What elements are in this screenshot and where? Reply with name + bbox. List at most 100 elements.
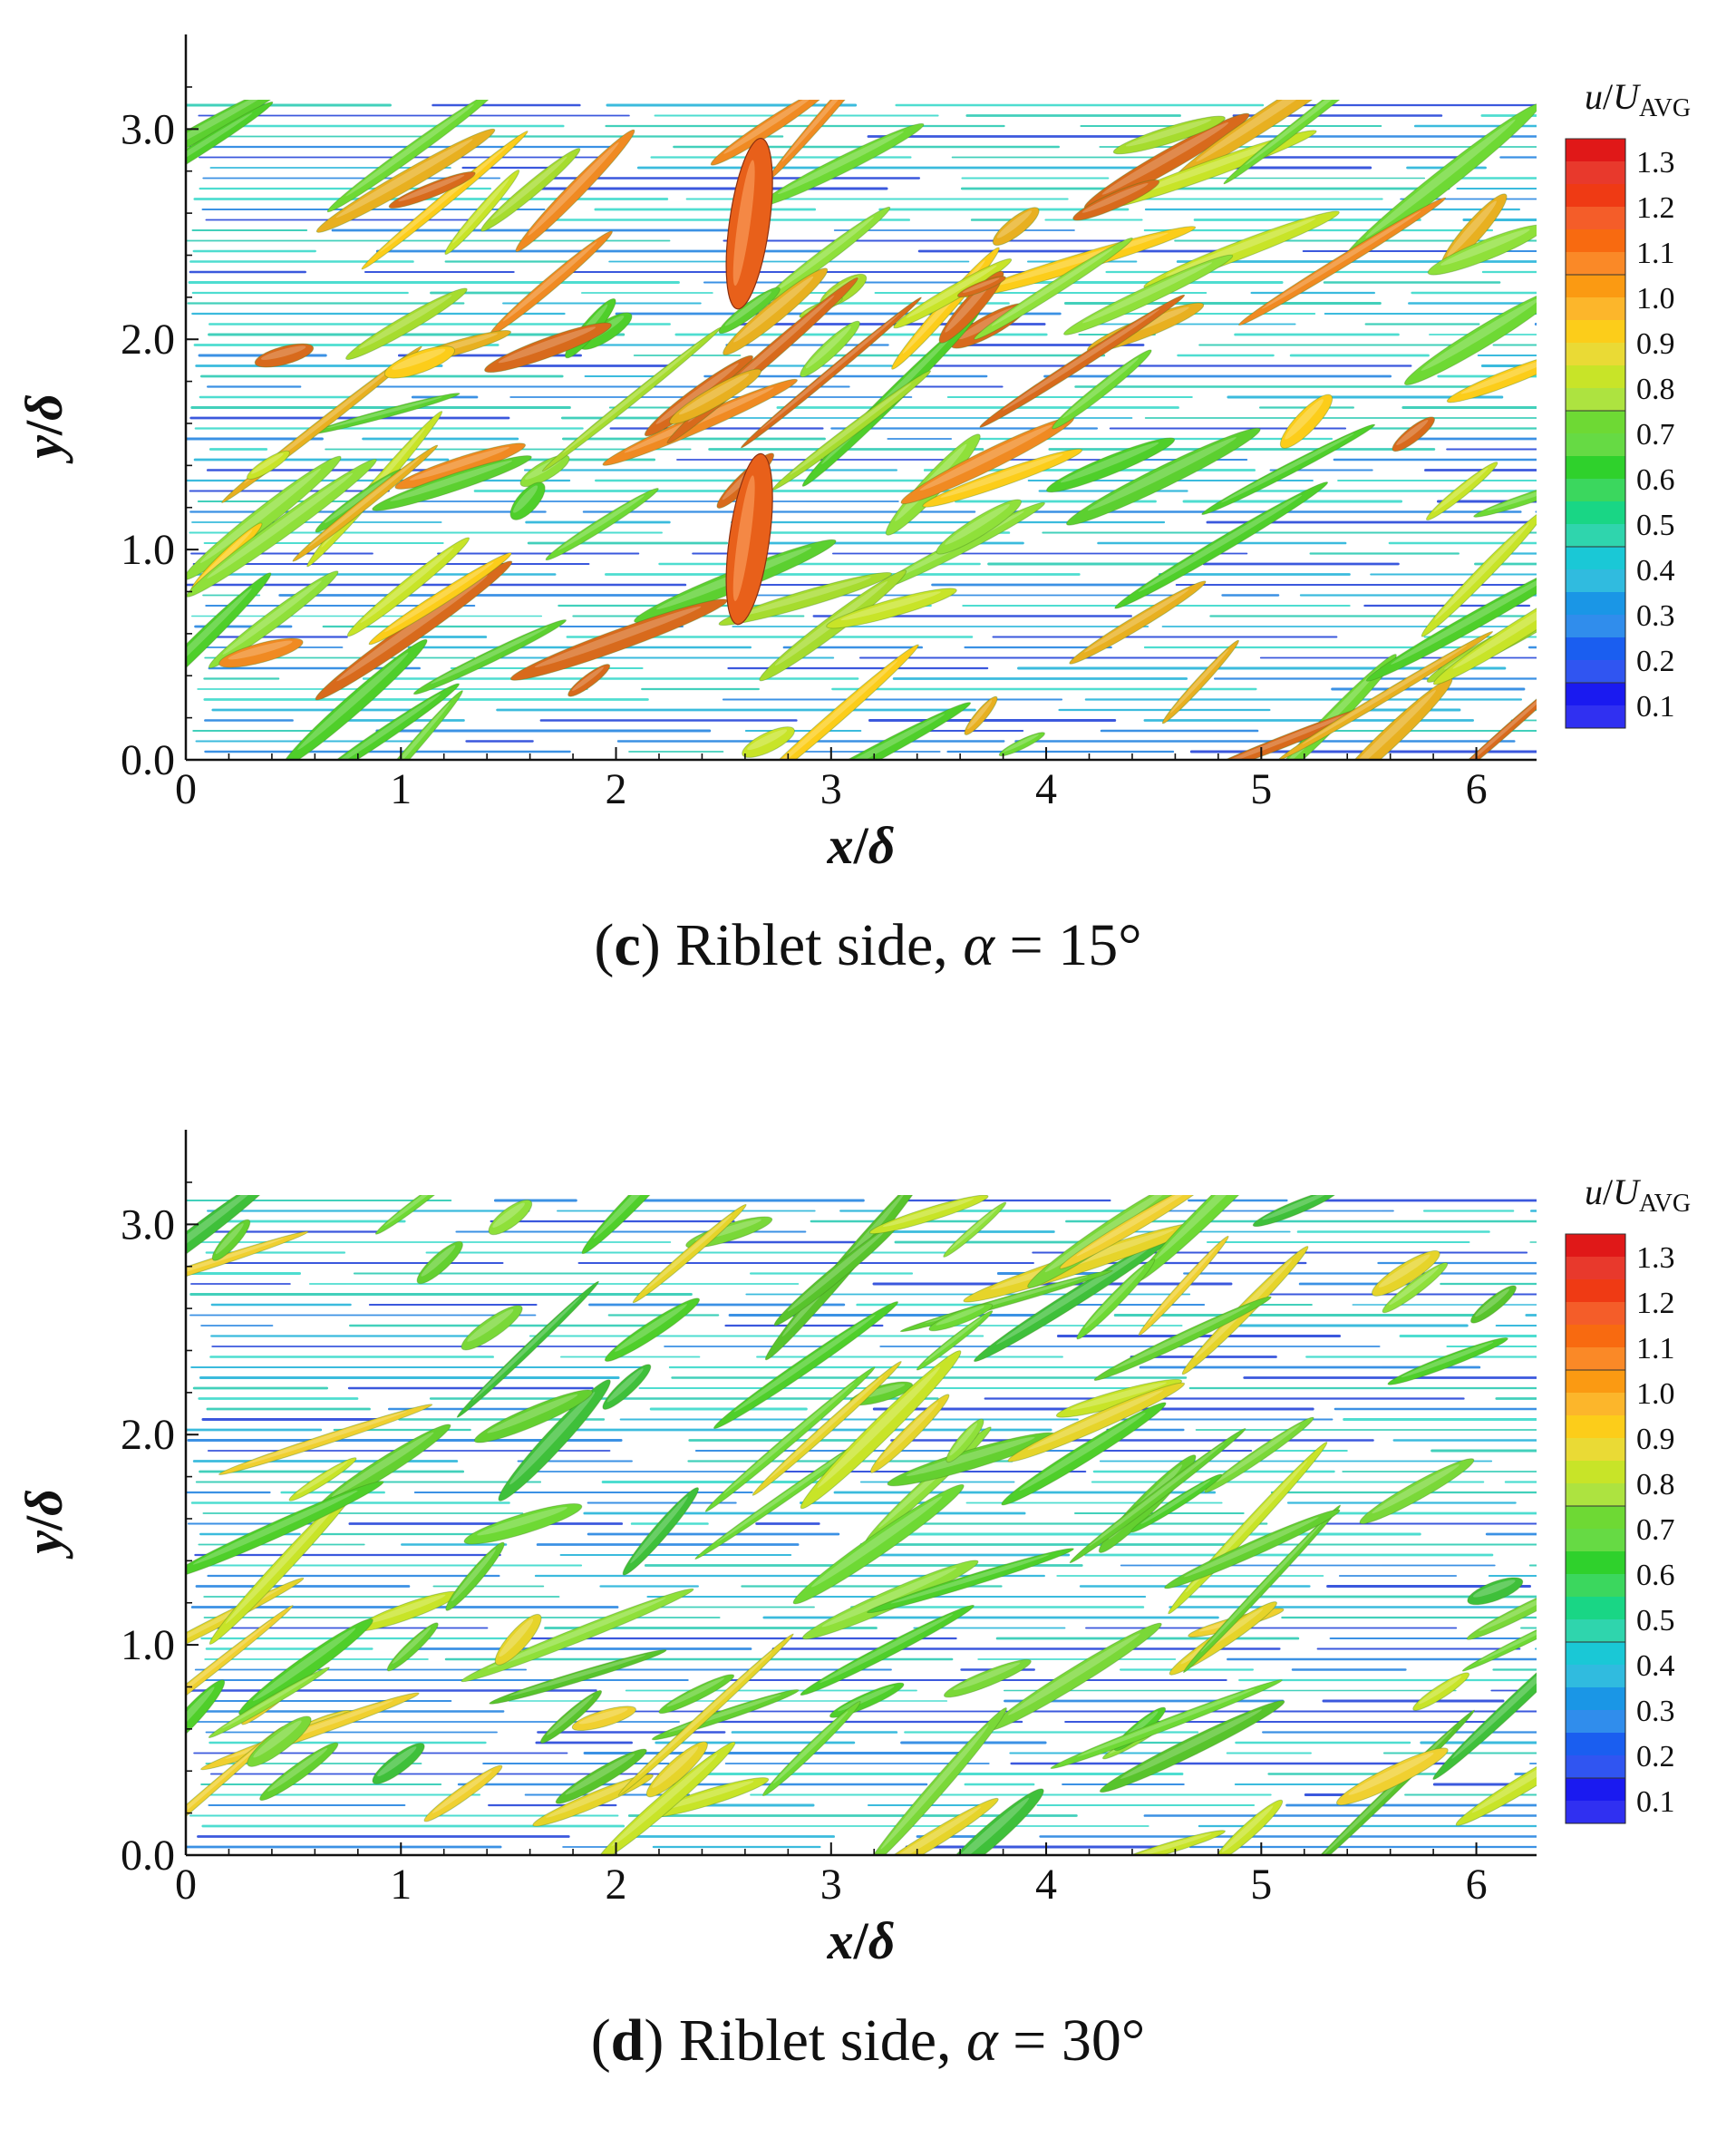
- vortex-structure: [1204, 1416, 1314, 1493]
- vortex-structure: [992, 207, 1040, 247]
- riblet-lines: [186, 1199, 1537, 1849]
- vortex-structure: [937, 1788, 1044, 1855]
- vortex-structure: [186, 1679, 226, 1754]
- colorbar-tick-label: 0.3: [1636, 1695, 1675, 1728]
- vortex-structure: [1201, 423, 1376, 516]
- vortex-structure: [713, 1301, 899, 1430]
- vortex-structure: [893, 258, 1013, 329]
- y-tick-labels: 0.0 1.0 2.0 3.0: [121, 1200, 175, 1880]
- vortex-structure: [916, 1310, 994, 1371]
- colorbar-tick-label: 1.0: [1636, 1377, 1675, 1411]
- vortex-structure: [361, 131, 529, 270]
- vortex-structure: [604, 1297, 701, 1362]
- y-tick-label: 1.0: [121, 526, 175, 574]
- vortex-structure: [1421, 510, 1537, 637]
- x-tick-label: 5: [1250, 1861, 1272, 1909]
- vortex-structure: [1473, 475, 1537, 518]
- vortex-structure: [710, 100, 831, 166]
- vortex-structure: [218, 637, 304, 668]
- vortex-structure: [1467, 1577, 1524, 1606]
- vortex-structure: [1112, 115, 1226, 155]
- vortex-structure: [186, 101, 274, 209]
- vortex-structure: [1069, 1428, 1246, 1564]
- vortex-structure: [498, 1379, 611, 1501]
- colorbar-swatch: [1566, 411, 1625, 433]
- vortex-structure: [532, 1774, 654, 1827]
- colorbar-tick-label: 1.1: [1636, 1332, 1675, 1365]
- vortex-structure: [723, 267, 829, 355]
- y-tick-labels: 0.0 1.0 2.0 3.0: [121, 105, 175, 784]
- vortex-structure: [1093, 1296, 1272, 1381]
- vortex-structure: [461, 1588, 694, 1683]
- vortex-structure: [865, 1707, 1007, 1855]
- colorbar-tick-label: 1.1: [1636, 237, 1675, 270]
- vortex-structure: [484, 322, 612, 374]
- vortex-structure: [445, 1541, 505, 1611]
- vortex-structure: [658, 1674, 735, 1715]
- vortex-structure: [801, 1560, 979, 1640]
- vortex-structure: [539, 1689, 603, 1744]
- vortex-structure: [943, 1201, 1007, 1258]
- x-tick-labels: 0 1 2 3 4 5 6: [175, 765, 1488, 813]
- vortex-structure: [1050, 1679, 1283, 1770]
- colorbar-tick-label: 1.2: [1636, 191, 1675, 225]
- colorbar-swatch: [1566, 592, 1625, 615]
- vortex-structure: [1365, 557, 1537, 682]
- vortex-structure: [186, 572, 272, 720]
- colorbar-tick-label: 0.4: [1636, 1649, 1675, 1683]
- vortex-structure: [1426, 462, 1498, 521]
- colorbar-swatch: [1566, 501, 1625, 524]
- vortex-structure: [704, 1366, 876, 1512]
- x-axis-label: x/δ: [827, 1911, 896, 1970]
- vortex-structure: [602, 1364, 652, 1410]
- vortex-structure: [186, 455, 342, 580]
- colorbar-tick-label: 0.9: [1636, 1423, 1675, 1456]
- axes: [184, 1130, 1537, 1857]
- vortex-structure: [254, 343, 315, 368]
- x-tick-label: 6: [1466, 1861, 1488, 1909]
- axes: [184, 34, 1537, 762]
- vortex-structure: [208, 1667, 330, 1739]
- vortex-structure: [218, 1404, 433, 1475]
- colorbar-title: u/UAVG: [1585, 76, 1691, 122]
- vortex-structure: [456, 1280, 599, 1418]
- vortex-structure: [1052, 349, 1152, 430]
- vortex-structure: [567, 664, 611, 697]
- colorbar-swatch: [1566, 1370, 1625, 1393]
- vortex-structure: [1277, 630, 1494, 760]
- vortex-structure: [386, 1622, 439, 1672]
- vortex-structure: [1252, 1195, 1339, 1228]
- vortex-structure: [489, 1649, 667, 1705]
- vortex-structure: [922, 448, 1083, 508]
- vortex-structure: [936, 499, 1022, 555]
- y-tick-label: 0.0: [121, 1832, 175, 1880]
- vortex-structure: [1461, 1600, 1537, 1672]
- y-tick-label: 2.0: [121, 316, 175, 364]
- y-axis-label: y/δ: [15, 1489, 73, 1560]
- colorbar-swatch: [1566, 1597, 1625, 1619]
- vortex-structure: [1076, 1259, 1156, 1340]
- x-tick-label: 0: [175, 1861, 197, 1909]
- vortex-structure: [1130, 1473, 1223, 1533]
- contour-plot-c: 0 1 2 3 4 5 6 0.0 1.0 2.0 3.0 x/δ y/δ u/UAVG 1.3 1.…: [15, 34, 1691, 875]
- vortex-structure: [1099, 1700, 1285, 1793]
- vortex-structure: [211, 1219, 251, 1261]
- figure-panel-c: 0 1 2 3 4 5 6 0.0 1.0 2.0 3.0 x/δ y/δ u/UAVG 1.3 1.…: [0, 0, 1736, 978]
- vortex-structure: [412, 619, 567, 695]
- vortex-structure: [555, 1748, 647, 1804]
- colorbar-swatch: [1566, 139, 1625, 161]
- panel-caption: (c) Riblet side, α = 15°: [594, 912, 1142, 978]
- x-tick-label: 2: [606, 1861, 627, 1909]
- colorbar-swatch: [1566, 1506, 1625, 1529]
- vortex-structure: [292, 444, 439, 562]
- vortex-structure: [858, 1797, 999, 1855]
- vortex-structure: [1182, 1504, 1342, 1674]
- colorbar-swatch: [1566, 184, 1625, 207]
- colorbar-tick-label: 0.5: [1636, 1604, 1675, 1638]
- vortex-structure: [388, 171, 476, 209]
- vortex-structure: [1372, 1249, 1440, 1297]
- vortex-structure: [383, 345, 456, 379]
- vortex-structure: [326, 100, 496, 213]
- vortex-structure: [596, 1741, 736, 1855]
- vortex-structure: [1330, 677, 1453, 760]
